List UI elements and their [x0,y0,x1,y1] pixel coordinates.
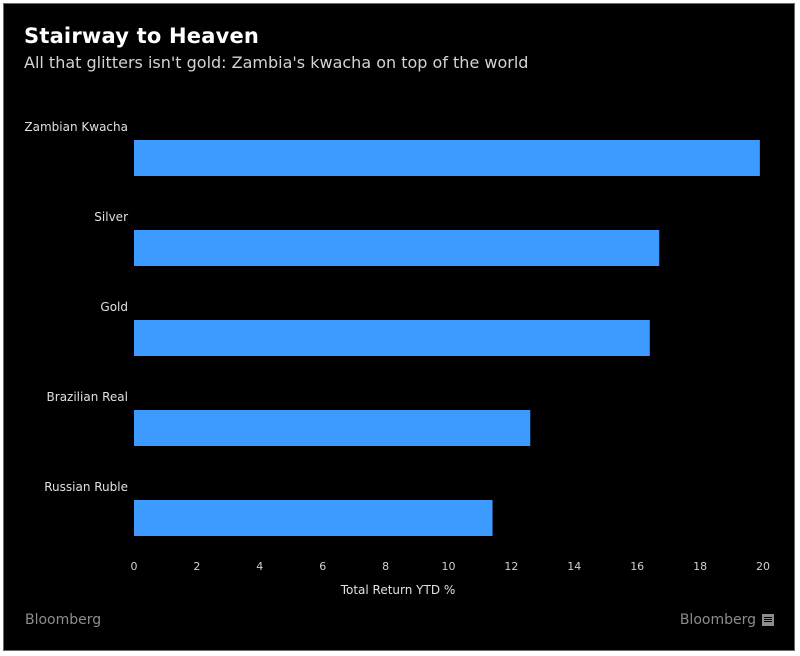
category-labels: Zambian Kwacha Silver Gold Brazilian Real Ru… [24,120,128,494]
bloomberg-terminal-icon [762,614,774,626]
x-tick-label: 2 [193,560,200,573]
category-label: Russian Ruble [44,480,128,494]
bar-chart: Zambian Kwacha Silver Gold Brazilian Real Ru… [24,120,771,597]
source-label: Bloomberg [25,612,102,628]
x-tick-label: 8 [382,560,389,573]
chart-title: Stairway to Heaven [24,24,260,48]
x-tick-label: 0 [131,560,138,573]
chart-subtitle: All that glitters isn't gold: Zambia's k… [24,53,529,72]
x-tick-label: 10 [442,560,456,573]
x-tick-label: 16 [630,560,644,573]
bars-layer [134,140,760,536]
x-tick-label: 18 [693,560,707,573]
x-axis-title: Total Return YTD % [340,583,456,597]
x-tick-labels: 0 2 4 6 8 10 12 14 16 18 20 [131,560,771,573]
x-tick-label: 4 [256,560,263,573]
category-label: Brazilian Real [47,390,128,404]
category-label: Silver [94,210,128,224]
brand-label: Bloomberg [679,612,756,628]
bar-brazilian-real [134,410,531,446]
chart-frame: Stairway to Heaven All that glitters isn… [3,3,795,651]
bar-russian-ruble [134,500,493,536]
bar-silver [134,230,660,266]
category-label: Zambian Kwacha [24,120,128,134]
x-tick-label: 14 [567,560,581,573]
x-tick-label: 6 [319,560,326,573]
x-tick-label: 12 [504,560,518,573]
brand-logo: Bloomberg [680,612,774,628]
bar-gold [134,320,650,356]
category-label: Gold [100,300,128,314]
x-tick-label: 20 [756,560,770,573]
bar-zambian-kwacha [134,140,760,176]
